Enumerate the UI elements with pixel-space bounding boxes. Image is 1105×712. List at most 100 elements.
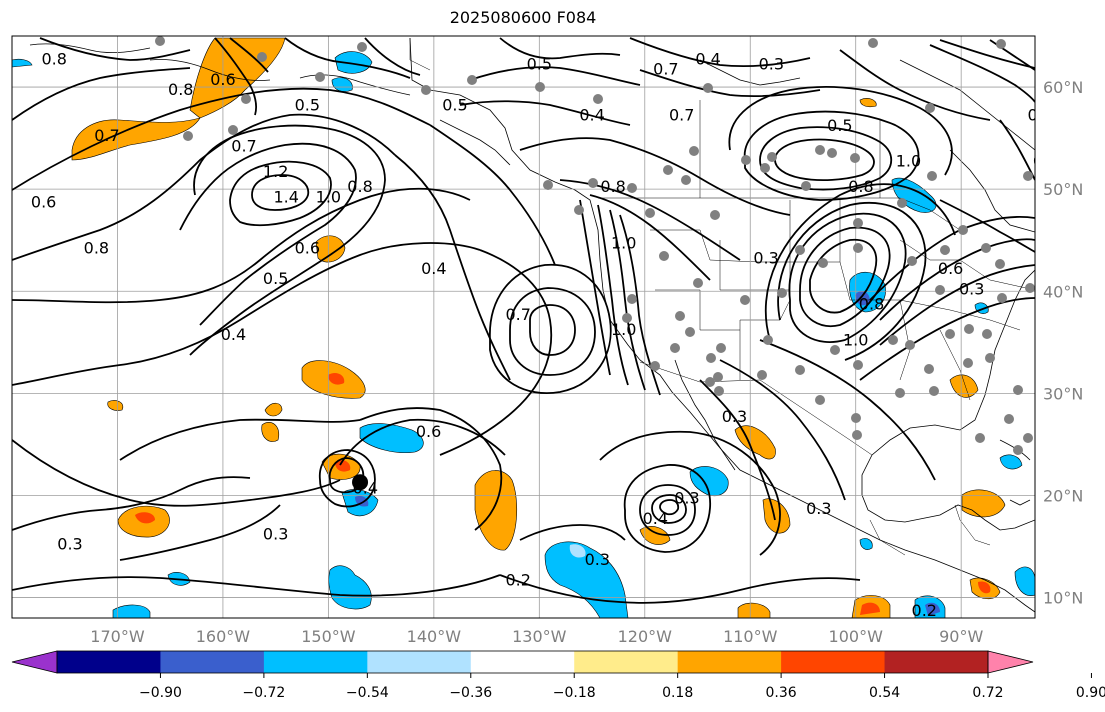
contour-label: 1.0 (896, 152, 921, 171)
station-dot (741, 155, 751, 165)
contour-label: 0.8 (600, 177, 625, 196)
station-dot (975, 433, 985, 443)
station-dot (675, 311, 685, 321)
station-dot (593, 94, 603, 104)
station-dot (853, 218, 863, 228)
contour-label: 0.3 (959, 279, 984, 298)
contour-label: 0.3 (759, 55, 784, 74)
station-dot (1013, 385, 1023, 395)
station-dot (907, 256, 917, 266)
station-dot (852, 430, 862, 440)
station-dot (535, 82, 545, 92)
station-dot (929, 386, 939, 396)
station-dot (853, 360, 863, 370)
contour-labels: 0.80.80.60.50.70.70.61.21.4 1.00.80.8 0.60… (31, 50, 1035, 620)
station-dot (714, 386, 724, 396)
station-dot (713, 372, 723, 382)
map-frame (11, 35, 1036, 619)
station-dot (935, 285, 945, 295)
contour-label: 1.4 (273, 187, 298, 206)
station-dot (706, 353, 716, 363)
contour-label: 0.3 (722, 407, 747, 426)
borders (409, 38, 1035, 556)
contour-label: 0.3 (585, 550, 610, 569)
coastlines (29, 37, 1035, 613)
lon-tick-label: 140°W (407, 627, 462, 646)
contour-label: 0.2 (912, 601, 937, 620)
contour-label: 0.4 (579, 106, 604, 125)
station-dot (689, 146, 699, 156)
contour-label: 0.8 (347, 177, 372, 196)
station-dot (467, 75, 477, 85)
latitude-labels: 60°N 50°N 40°N 30°N 20°N 10°N (1043, 78, 1083, 608)
contour-label: 0.7 (506, 305, 531, 324)
station-dot (716, 343, 726, 353)
station-dot (924, 364, 934, 374)
contour-label: 0.5 (295, 95, 320, 114)
station-dot (705, 377, 715, 387)
station-dot (663, 165, 673, 175)
station-dot (996, 39, 1006, 49)
station-dot (888, 335, 898, 345)
contour-label: 0.8 (168, 80, 193, 99)
station-dot (574, 205, 584, 215)
station-dot (795, 245, 805, 255)
station-dot (1013, 445, 1023, 455)
station-dot (1004, 414, 1014, 424)
station-dot (981, 243, 991, 253)
station-dot (995, 259, 1005, 269)
contour-label: 0.6 (210, 70, 235, 89)
station-dot (795, 365, 805, 375)
station-dot (818, 258, 828, 268)
contour-label: 0.4 (353, 478, 378, 497)
station-dot (670, 343, 680, 353)
contour-label: 0.8 (859, 295, 884, 314)
lat-tick-label: 40°N (1043, 282, 1083, 301)
station-dot (767, 152, 777, 162)
station-dot (543, 180, 553, 190)
station-dot (588, 178, 598, 188)
station-dot (627, 294, 637, 304)
station-dot (897, 198, 907, 208)
contour-label: 0.6 (938, 259, 963, 278)
station-dot (830, 345, 840, 355)
contour-label: 0.6 (295, 238, 320, 257)
station-dot (183, 131, 193, 141)
station-dot (357, 42, 367, 52)
station-dot (850, 153, 860, 163)
contour-label: 1.0 (843, 330, 868, 349)
lon-tick-label: 170°W (90, 627, 145, 646)
contour-label: 0.3 (57, 535, 82, 554)
station-dot (905, 340, 915, 350)
station-dot (421, 85, 431, 95)
station-dot (650, 361, 660, 371)
contour-label: 0.4 (421, 259, 446, 278)
station-dot (815, 145, 825, 155)
contour-label: 0.3 (753, 249, 778, 268)
station-dot (868, 38, 878, 48)
lon-tick-label: 110°W (723, 627, 778, 646)
lon-tick-label: 130°W (512, 627, 567, 646)
lon-tick-label: 100°W (829, 627, 884, 646)
lat-tick-label: 20°N (1043, 486, 1083, 505)
station-dot (693, 278, 703, 288)
station-dot (963, 358, 973, 368)
contour-label: 1.0 (611, 233, 636, 252)
contour-label: 0.4 (221, 325, 246, 344)
map-title: 2025080600 F084 (449, 8, 597, 27)
station-dot (622, 313, 632, 323)
station-dot (228, 125, 238, 135)
station-dot (985, 353, 995, 363)
station-dot (703, 83, 713, 93)
storm-center-marker (352, 474, 369, 491)
lon-tick-label: 120°W (618, 627, 673, 646)
station-dot (757, 370, 767, 380)
station-dot (710, 210, 720, 220)
station-dot (627, 183, 637, 193)
lat-tick-label: 50°N (1043, 180, 1083, 199)
lat-tick-label: 60°N (1043, 78, 1083, 97)
station-dot (241, 94, 251, 104)
longitude-labels: 170°W 160°W 150°W 140°W 130°W 120°W 110°W 100°W… (90, 627, 983, 646)
station-dot (945, 329, 955, 339)
lon-tick-label: 90°W (939, 627, 983, 646)
